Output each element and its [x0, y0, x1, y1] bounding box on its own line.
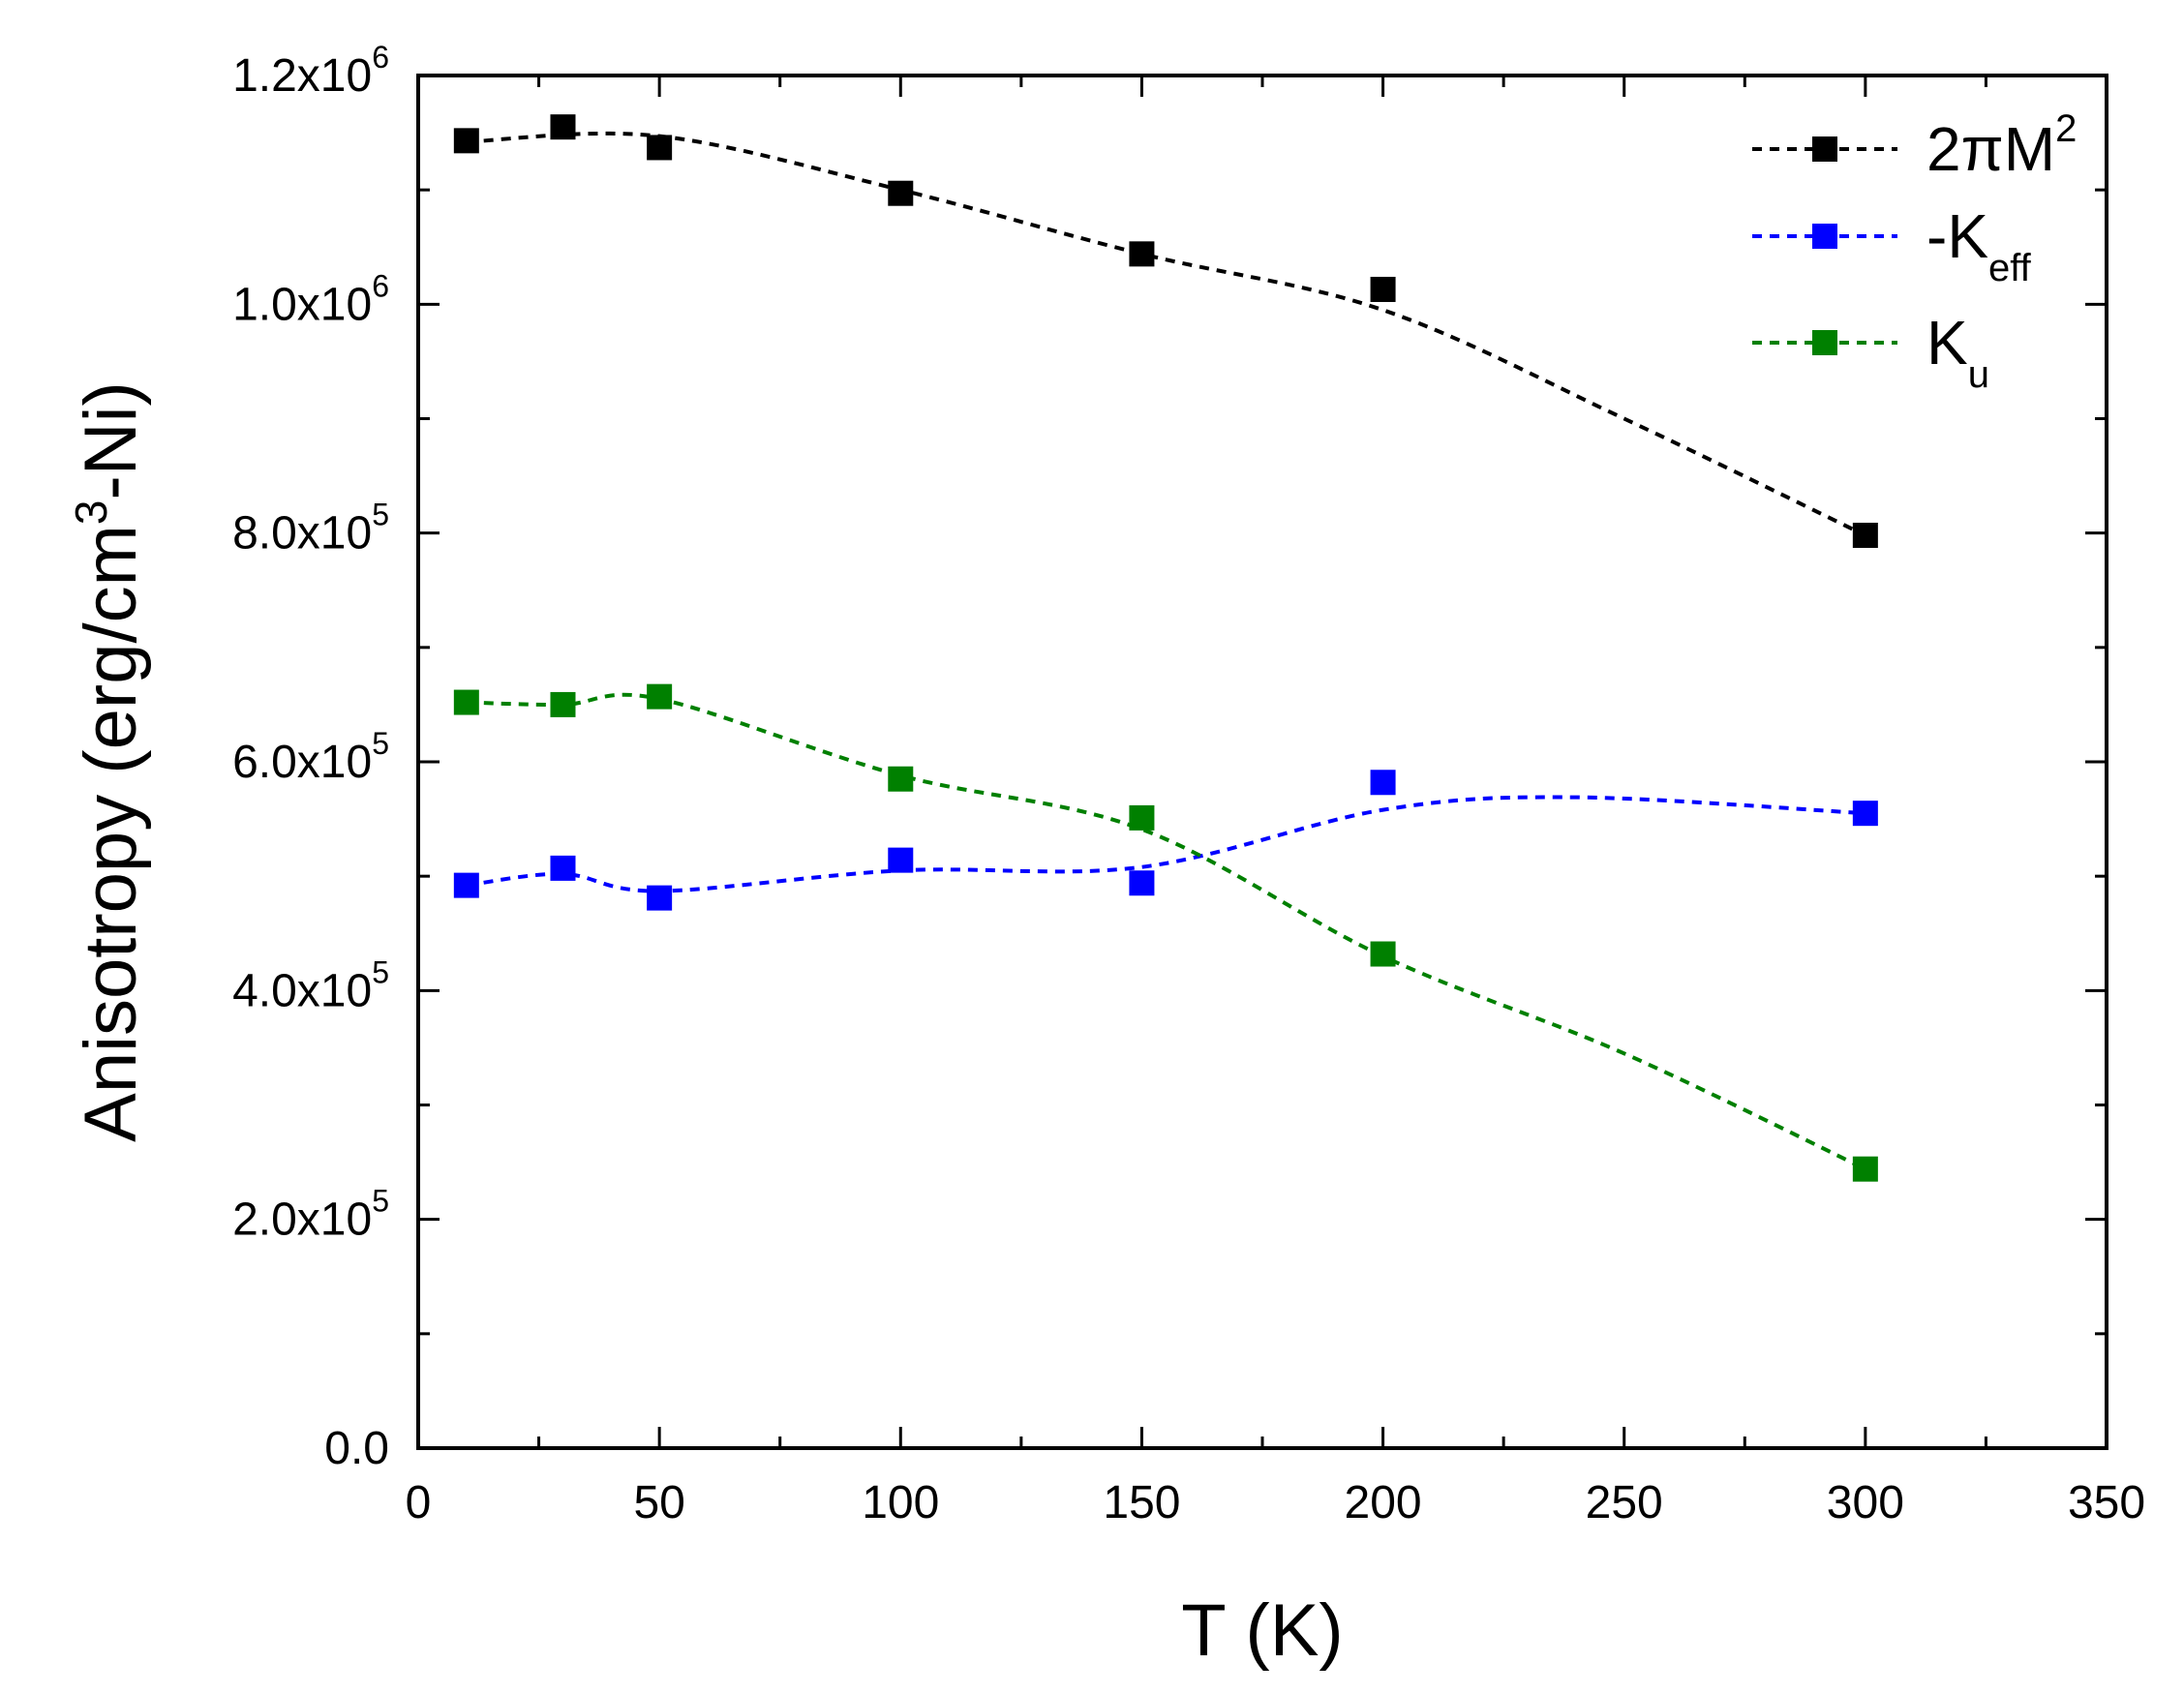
y-tick-label: 8.0x105 [232, 498, 389, 560]
series-0-point [647, 135, 673, 161]
legend-label-sub: eff [1988, 247, 2032, 289]
y-tick-mantissa: 8.0x10 [232, 508, 372, 560]
series-2 [453, 683, 1878, 1182]
series-1-point [453, 872, 479, 898]
y-tick-mantissa: 1.0x10 [232, 279, 372, 330]
series-2-point [1129, 804, 1155, 831]
series-1-point [1129, 870, 1155, 896]
series-1-point [647, 885, 673, 911]
legend-marker [1812, 224, 1837, 249]
series-2-fit-line [466, 692, 1866, 1171]
y-axis-title-sup: 3 [66, 500, 116, 526]
y-tick-mantissa: 2.0x10 [232, 1195, 372, 1246]
y-tick-exponent: 6 [372, 268, 389, 303]
y-tick-label: 1.0x106 [232, 268, 389, 330]
series-1-point [1370, 770, 1396, 796]
x-tick-label: 350 [2068, 1477, 2145, 1528]
legend-label-main: K [1926, 308, 1968, 378]
y-tick-exponent: 5 [372, 954, 389, 989]
y-tick-mantissa: 0.0 [324, 1423, 389, 1474]
legend-label: 2πM2 [1926, 107, 2077, 184]
x-tick-label: 100 [862, 1477, 939, 1528]
y-tick-mantissa: 1.2x10 [232, 50, 372, 102]
legend-item-2: Ku [1752, 308, 1989, 396]
legend-label-sub: u [1968, 353, 1989, 396]
y-tick-exponent: 5 [372, 726, 389, 761]
y-tick-exponent: 5 [372, 498, 389, 532]
legend-marker [1812, 136, 1837, 162]
series-1-fit-line [466, 795, 1866, 893]
series-0-point [888, 180, 914, 206]
series-1-point [550, 855, 576, 881]
series-0 [453, 114, 1878, 549]
series-0-point [550, 114, 576, 140]
series-1-point [888, 847, 914, 873]
x-tick-label: 150 [1103, 1477, 1180, 1528]
legend-label-main: -K [1926, 201, 1988, 271]
legend-label-sup: 2 [2055, 107, 2077, 150]
x-tick-label: 250 [1586, 1477, 1663, 1528]
y-tick-mantissa: 6.0x10 [232, 737, 372, 788]
series-0-point [453, 128, 479, 154]
x-tick-label: 300 [1827, 1477, 1904, 1528]
legend-label: Ku [1926, 308, 1989, 396]
y-tick-exponent: 5 [372, 1184, 389, 1219]
y-tick-label: 2.0x105 [232, 1184, 389, 1246]
series-2-point [1852, 1156, 1878, 1182]
series-1 [453, 770, 1878, 911]
series-2-point [888, 766, 914, 792]
legend: 2πM2 -Keff Ku [1752, 107, 2077, 396]
x-tick-label: 0 [406, 1477, 432, 1528]
y-axis-title: Anisotropy (erg/cm3-Ni) [66, 381, 152, 1142]
series-2-point [453, 689, 479, 715]
series-0-point [1852, 523, 1878, 549]
plot-frame [416, 74, 2108, 1450]
y-tick-label: 0.0 [324, 1423, 389, 1474]
y-axis-title-tail: -Ni) [70, 381, 152, 499]
y-tick-label: 6.0x105 [232, 726, 389, 788]
legend-marker [1812, 330, 1837, 355]
series-2-point [550, 691, 576, 717]
x-axis-title: T (K) [1181, 1589, 1343, 1672]
series-2-point [1370, 941, 1396, 967]
legend-item-0: 2πM2 [1752, 107, 2077, 184]
series-0-fit-line [466, 131, 1866, 537]
y-tick-exponent: 6 [372, 40, 389, 75]
legend-label: -Keff [1926, 201, 2032, 289]
axes: 0 50 100 150 200 250 300 3500.02.0x1054.0x1056.… [66, 40, 2145, 1672]
x-tick-label: 200 [1345, 1477, 1422, 1528]
legend-item-1: -Keff [1752, 201, 2032, 289]
x-tick-label: 50 [633, 1477, 684, 1528]
plot-area [453, 114, 1878, 1182]
legend-label-main: 2πM [1926, 114, 2055, 184]
series-0-point [1129, 241, 1155, 267]
y-axis-title-main: Anisotropy (erg/cm [70, 525, 152, 1142]
series-2-point [647, 683, 673, 710]
y-tick-label: 4.0x105 [232, 954, 389, 1016]
y-tick-mantissa: 4.0x10 [232, 965, 372, 1016]
series-1-point [1852, 801, 1878, 827]
series-0-point [1370, 276, 1396, 302]
y-tick-label: 1.2x106 [232, 40, 389, 102]
